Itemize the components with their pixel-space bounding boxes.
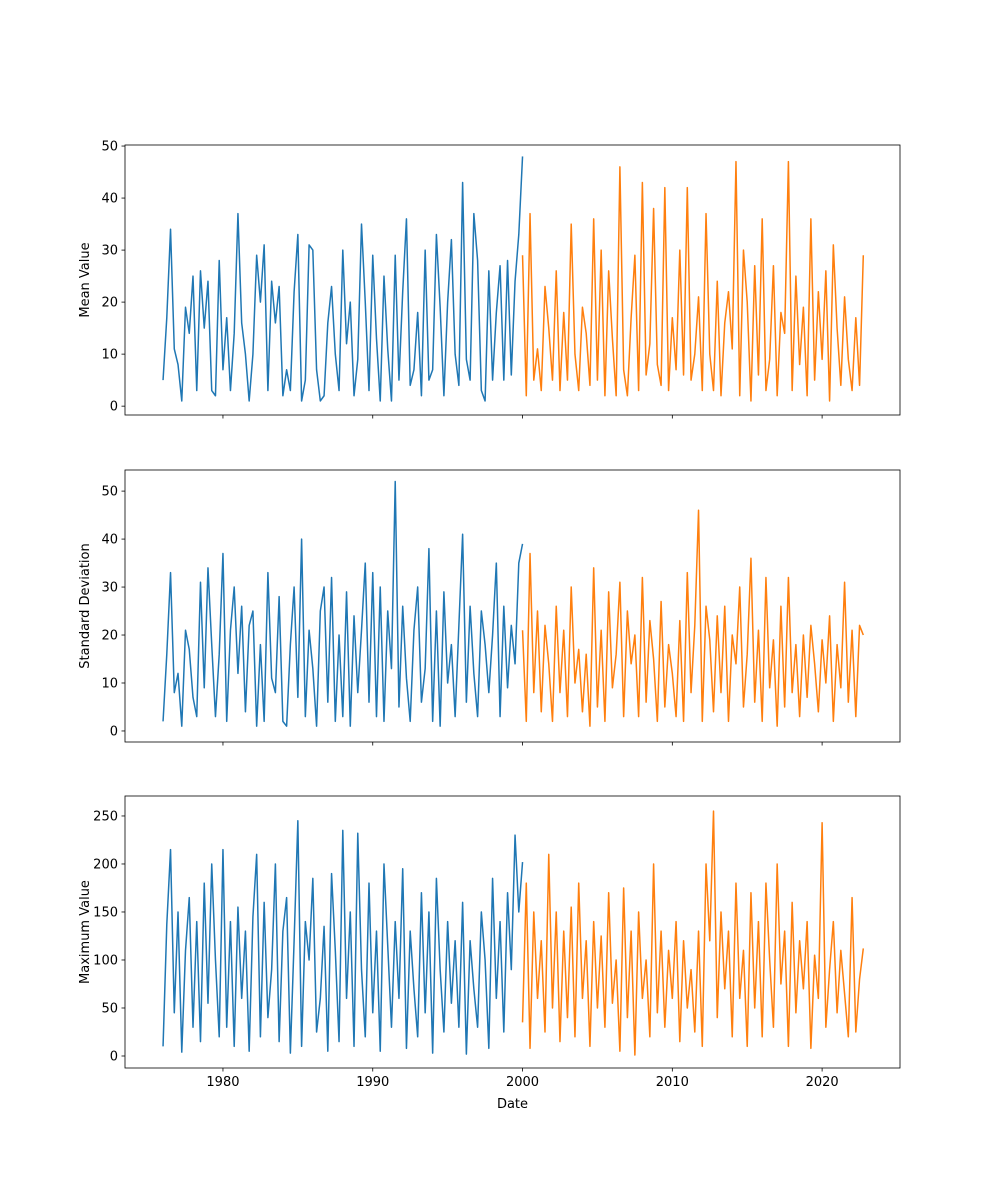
y-tick-label: 40	[101, 533, 118, 548]
data-line	[162, 820, 524, 1055]
y-tick-label: 30	[101, 244, 118, 259]
y-tick-label: 150	[93, 905, 118, 920]
y-tick-label: 200	[93, 857, 118, 872]
y-axis-label: Maximum Value	[78, 880, 93, 984]
data-line	[521, 509, 864, 727]
x-tick-label: 2020	[806, 1075, 839, 1090]
x-tick-label: 2010	[656, 1075, 689, 1090]
y-tick-label: 20	[101, 629, 118, 644]
y-tick-label: 50	[101, 140, 118, 155]
y-tick-label: 250	[93, 809, 118, 824]
axes-frame	[124, 469, 901, 743]
y-tick-label: 50	[101, 485, 118, 500]
x-tick-label: 2000	[506, 1075, 539, 1090]
y-tick-label: 100	[93, 953, 118, 968]
axes-frame	[124, 144, 901, 416]
y-tick-label: 0	[110, 1049, 118, 1064]
y-tick-label: 40	[101, 192, 118, 207]
data-line	[162, 480, 524, 727]
x-tick-label: 1980	[206, 1075, 239, 1090]
data-line	[521, 160, 865, 402]
y-tick-label: 30	[101, 581, 118, 596]
x-axis-label: Date	[497, 1097, 528, 1112]
y-tick-label: 10	[101, 348, 118, 363]
axes-frame	[124, 795, 901, 1069]
y-tick-label: 10	[101, 676, 118, 691]
data-line	[521, 810, 865, 1056]
y-axis-label: Mean Value	[78, 242, 93, 317]
y-axis-label: Standard Deviation	[78, 543, 93, 668]
y-tick-label: 20	[101, 296, 118, 311]
y-tick-label: 0	[110, 724, 118, 739]
y-tick-label: 0	[110, 400, 118, 415]
data-line	[162, 156, 524, 402]
x-tick-label: 1990	[356, 1075, 389, 1090]
y-tick-label: 50	[101, 1001, 118, 1016]
